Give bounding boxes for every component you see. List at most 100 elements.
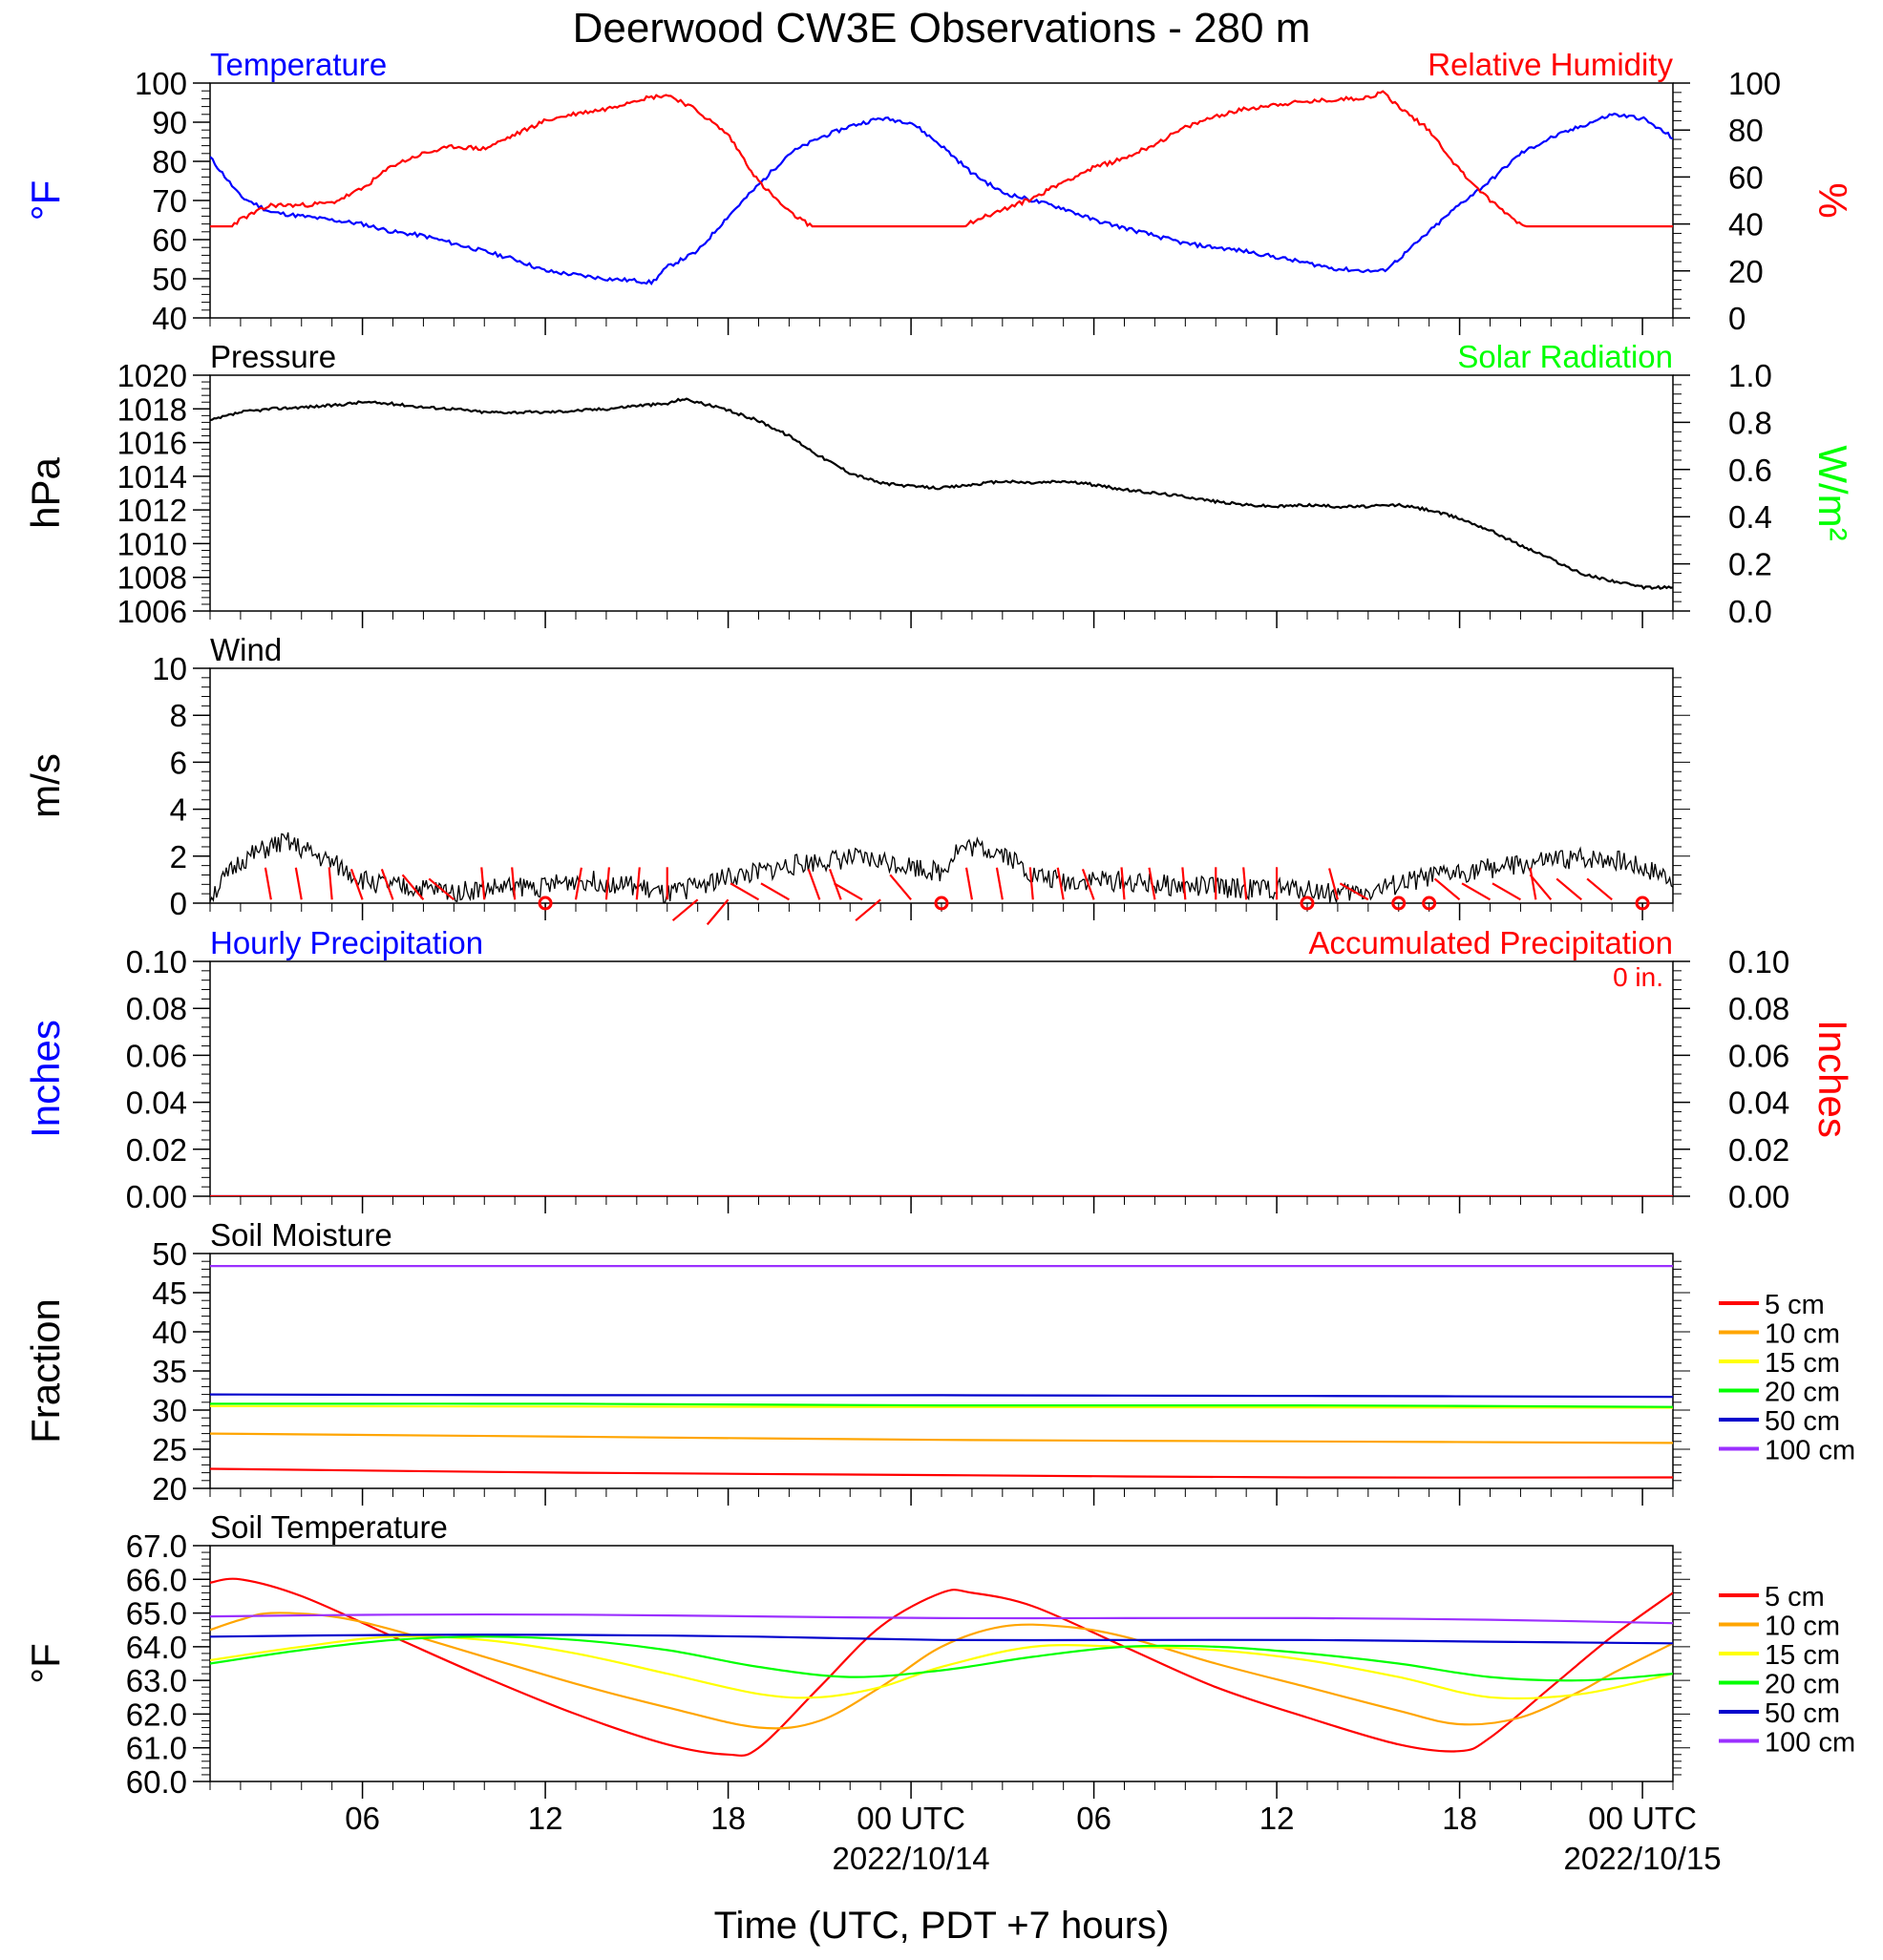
x-tick-date: 2022/10/15	[1563, 1841, 1721, 1876]
legend-label: 100 cm	[1765, 1728, 1855, 1759]
y-tick-label-left: 61.0	[126, 1731, 187, 1766]
legend-label: 5 cm	[1765, 1290, 1825, 1320]
y-tick-label-right: 0.2	[1728, 547, 1772, 582]
y-tick-label-right: 80	[1728, 113, 1764, 148]
wind-barb	[1529, 874, 1553, 901]
series-line-5-cm	[210, 1467, 1673, 1479]
y-tick-label-right: 0.10	[1728, 944, 1789, 980]
wind-barb	[1242, 867, 1248, 900]
wind-barb	[401, 874, 425, 901]
wind-barb	[294, 867, 303, 900]
series-group	[210, 90, 1673, 286]
wind-barb	[855, 898, 881, 922]
legend-label: 10 cm	[1765, 1612, 1840, 1642]
y-tick-label-left: 1008	[117, 560, 187, 596]
series-line-50-cm	[210, 1633, 1673, 1645]
series-line-10-cm	[210, 1432, 1673, 1444]
y-tick-label-left: 25	[152, 1432, 187, 1467]
legend-label: 5 cm	[1765, 1582, 1825, 1612]
y-tick-label-right: 0.08	[1728, 991, 1789, 1026]
series-line-pressure	[210, 397, 1673, 590]
wind-barb	[480, 867, 486, 900]
series-group	[210, 397, 1673, 590]
y-tick-label-left: 50	[152, 262, 187, 297]
x-tick-label: 06	[1076, 1801, 1111, 1836]
y-tick-label-right: 0.06	[1728, 1038, 1789, 1073]
y-tick-label-right: 0.4	[1728, 499, 1772, 535]
wind-barb	[706, 898, 730, 926]
x-tick-date: 2022/10/14	[832, 1841, 989, 1876]
y-tick-label-left: 0.06	[126, 1038, 187, 1073]
wind-barb	[511, 867, 517, 900]
wind-barb	[1529, 867, 1537, 900]
wind-barb	[1586, 877, 1613, 901]
y-axis-label-left: °F	[23, 1643, 68, 1683]
wind-barb	[1555, 877, 1582, 901]
wind-barb	[328, 867, 333, 900]
wind-barb	[834, 882, 863, 901]
legend-label: 20 cm	[1765, 1378, 1840, 1408]
series-line-20-cm	[210, 1635, 1673, 1682]
wind-calm-circle	[1300, 896, 1315, 911]
wind-barb	[760, 882, 790, 901]
x-axis: 06 12 18 00 UTC 2022/10/14 06 12 18 00 UTC 2022/1…	[345, 1801, 1721, 1876]
y-tick-label-left: 30	[152, 1393, 187, 1428]
panel-hourly-precipitation: 0.00 0.02 0.04 0.06 0.08 0.10 0.00 0.02 0.04 0.06…	[23, 925, 1855, 1214]
wind-barb	[380, 868, 394, 900]
series-line-5-cm	[210, 1577, 1673, 1758]
wind-barb	[604, 867, 610, 900]
panel-wind: 0 2 4 6 8 10 Wind m/s	[23, 632, 1690, 926]
wind-barb	[730, 882, 760, 901]
x-tick-label: 00 UTC	[1588, 1801, 1697, 1836]
y-tick-label-left: 6	[170, 745, 187, 780]
y-tick-label-left: 60	[152, 222, 187, 258]
y-tick-label-left: 1010	[117, 526, 187, 561]
x-tick-label: 00 UTC	[857, 1801, 965, 1836]
y-tick-label-left: 1016	[117, 426, 187, 461]
y-tick-label-left: 0.02	[126, 1132, 187, 1168]
y-tick-label-left: 35	[152, 1354, 187, 1389]
series-group	[210, 1265, 1673, 1479]
y-axis-label-left: hPa	[23, 456, 68, 528]
series-line-relative-humidity	[210, 90, 1673, 228]
y-tick-label-right: 0.04	[1728, 1085, 1789, 1121]
wind-calm-circle	[1422, 896, 1437, 911]
y-tick-label-left: 100	[135, 66, 187, 101]
y-axis-label-left: m/s	[23, 753, 68, 818]
y-tick-label-left: 1006	[117, 594, 187, 629]
x-axis-label: Time (UTC, PDT +7 hours)	[714, 1905, 1170, 1947]
y-tick-label-left: 0	[170, 886, 187, 921]
wind-barb	[1028, 867, 1034, 900]
y-tick-label-left: 0.00	[126, 1179, 187, 1214]
series-group	[210, 832, 1673, 903]
y-tick-label-left: 70	[152, 183, 187, 219]
y-tick-label-right: 0.00	[1728, 1179, 1789, 1214]
wind-calm-circle	[1635, 896, 1650, 911]
wind-barb	[264, 867, 272, 900]
y-axis-label-right: %	[1810, 182, 1855, 218]
wind-barb	[1120, 867, 1126, 900]
wind-barb	[635, 867, 641, 900]
y-tick-label-right: 0.02	[1728, 1132, 1789, 1168]
legend-label: 15 cm	[1765, 1348, 1840, 1379]
wind-barb	[428, 877, 455, 901]
y-tick-label-right: 100	[1728, 66, 1781, 101]
y-tick-label-left: 63.0	[126, 1663, 187, 1698]
x-tick-label: 18	[710, 1801, 746, 1836]
y-tick-label-left: 8	[170, 698, 187, 733]
y-tick-label-left: 60.0	[126, 1764, 187, 1800]
wind-calm-circle	[538, 896, 553, 911]
y-tick-label-right: 1.0	[1728, 358, 1772, 393]
figure-title: Deerwood CW3E Observations - 280 m	[573, 5, 1311, 52]
x-tick-label: 12	[528, 1801, 563, 1836]
y-tick-label-left: 1018	[117, 391, 187, 427]
panel-title-left: Soil Moisture	[210, 1217, 392, 1253]
y-tick-label-left: 66.0	[126, 1562, 187, 1597]
wind-barb	[964, 867, 973, 900]
panel-title-left: Soil Temperature	[210, 1509, 448, 1545]
y-axis-label-left: Inches	[23, 1020, 68, 1138]
y-tick-label-right: 20	[1728, 254, 1764, 289]
y-tick-label-right: 0.8	[1728, 405, 1772, 440]
y-tick-label-left: 90	[152, 105, 187, 140]
wind-barb	[574, 867, 582, 900]
